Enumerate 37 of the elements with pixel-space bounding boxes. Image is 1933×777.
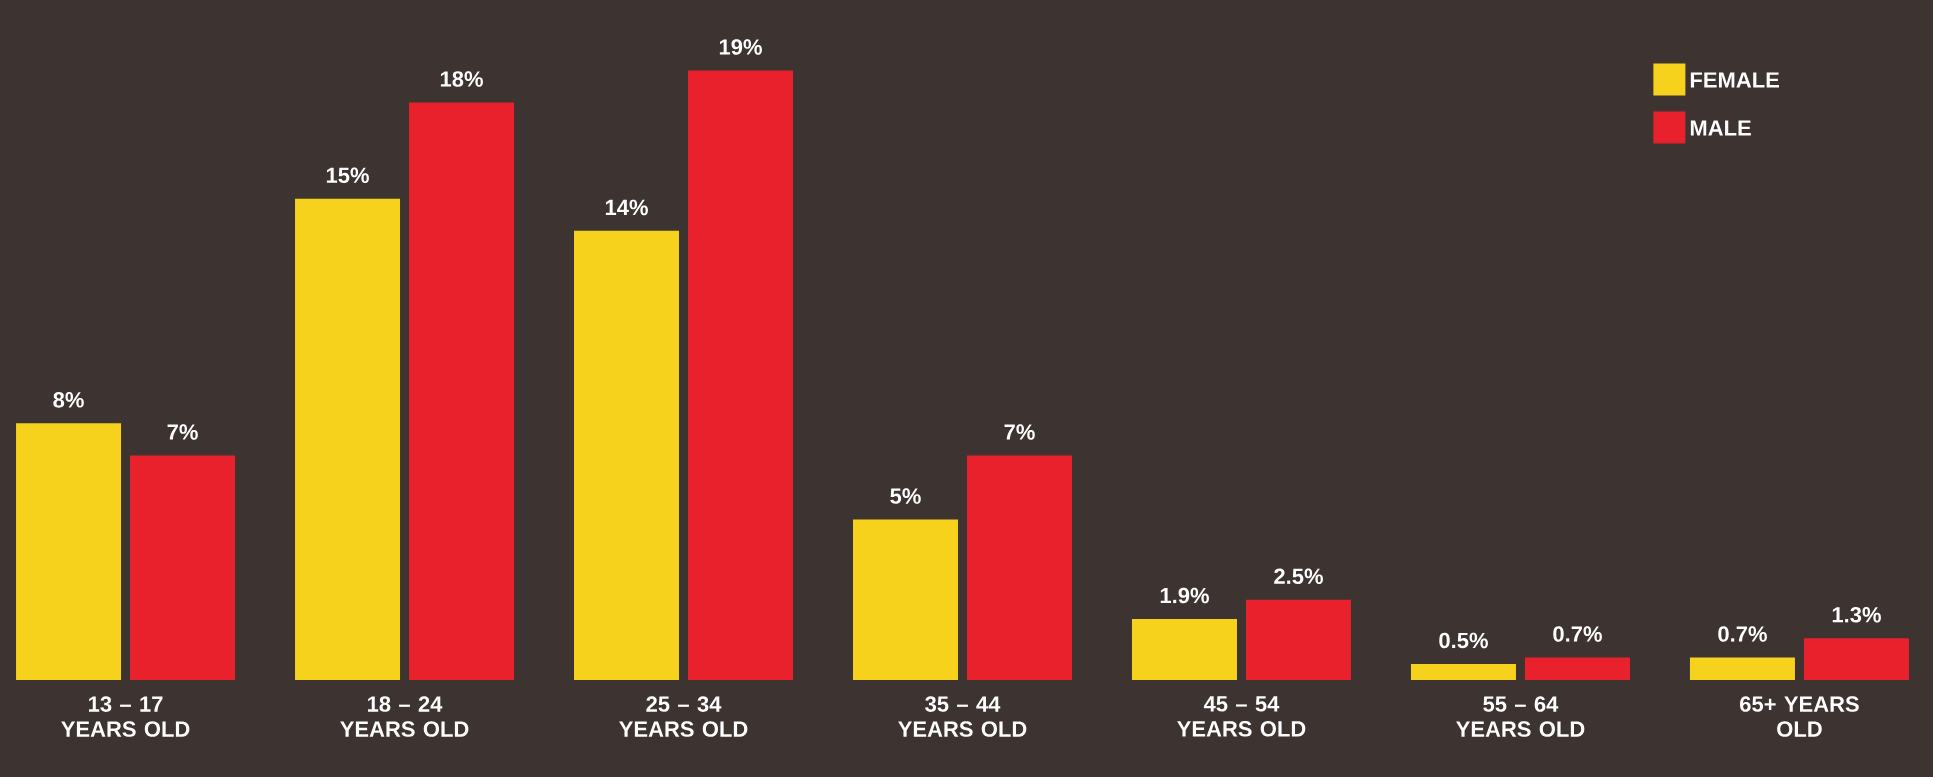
bar <box>1803 638 1909 680</box>
x-tick-label: 25 – 34 YEARS OLD <box>619 696 748 737</box>
bar <box>1245 599 1351 680</box>
bar <box>688 70 794 680</box>
bar <box>1689 657 1795 680</box>
x-tick-label: 65+ YEARS OLD <box>1740 696 1859 737</box>
data-label: 0.5% <box>1439 632 1488 649</box>
bar <box>967 455 1072 680</box>
x-tick-label: 55 – 64 YEARS OLD <box>1456 696 1585 737</box>
data-label: 7% <box>167 424 198 440</box>
bar <box>1524 657 1630 680</box>
data-label: 15% <box>326 167 369 184</box>
legend-label: MALE <box>1690 120 1751 136</box>
data-label: 0.7% <box>1718 626 1767 642</box>
data-label: 0.7% <box>1553 626 1602 642</box>
bar <box>295 198 401 680</box>
legend-label: FEMALE <box>1690 72 1779 88</box>
bar <box>853 519 958 680</box>
data-label: 1.3% <box>1832 606 1881 623</box>
x-tick-label: 18 – 24 YEARS OLD <box>340 696 469 737</box>
data-label: 7% <box>1004 424 1035 440</box>
x-tick-label: 13 – 17 YEARS OLD <box>61 696 190 737</box>
data-label: 19% <box>719 39 762 55</box>
bar <box>130 455 236 680</box>
x-tick-label: 35 – 44 YEARS OLD <box>898 696 1027 737</box>
bar <box>409 102 515 680</box>
bar <box>16 423 122 680</box>
x-tick-label: 45 – 54 YEARS OLD <box>1177 696 1306 737</box>
data-label: 1.9% <box>1160 587 1209 604</box>
data-label: 2.5% <box>1274 568 1323 585</box>
bar <box>574 230 680 680</box>
bar <box>1131 619 1237 680</box>
data-label: 5% <box>890 488 921 504</box>
bar <box>1410 663 1516 680</box>
data-label: 14% <box>605 199 648 216</box>
data-label: 8% <box>53 392 84 408</box>
data-label: 18% <box>440 71 483 87</box>
